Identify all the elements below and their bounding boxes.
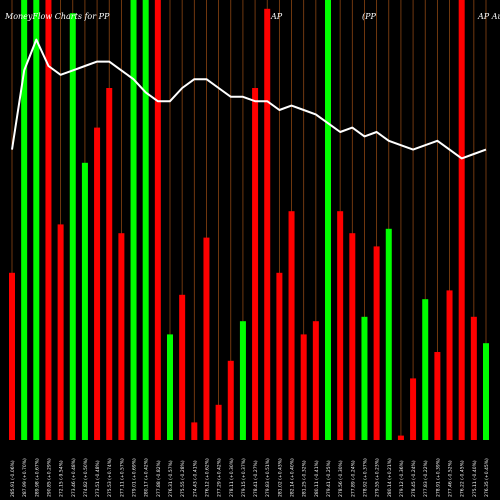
flow-bar: [179, 294, 186, 440]
x-tick-label: 278.56 (-0.30%): [338, 460, 344, 497]
x-tick-label: 276.22 (-0.45%): [460, 460, 466, 497]
x-tick-label: 281.25 (-0.32%): [302, 460, 308, 497]
flow-bar: [264, 8, 271, 441]
x-tick-label: 273.46 (+0.48%): [71, 458, 77, 497]
x-tick-label: 290.85 (+0.29%): [46, 458, 52, 497]
x-tick-label: 287.99 (+0.70%): [22, 458, 28, 497]
flow-bar: [434, 352, 441, 440]
x-tick-label: 285.91 (-0.06%): [10, 460, 16, 497]
x-tick-label: 280.17 (+0.42%): [144, 458, 150, 497]
title-part-3: (PP: [362, 12, 377, 21]
flow-bar: [203, 237, 210, 440]
x-tick-label: 278.45 (-0.24%): [411, 460, 417, 497]
flow-bar: [9, 272, 15, 440]
flow-bar: [349, 233, 356, 440]
flow-bar: [337, 211, 344, 440]
flow-bar: [167, 334, 173, 440]
x-tick-label: 278.92 (+0.37%): [362, 458, 368, 497]
x-tick-label: 272.15 (-9.54%): [59, 460, 65, 497]
title-part-1: MoneyFlow Charts for PP: [4, 12, 110, 21]
x-tick-label: 277.46 (-0.52%): [448, 460, 454, 497]
flow-bar: [288, 211, 295, 440]
flow-bar: [215, 404, 222, 440]
x-tick-label: 280.11 (-0.41%): [314, 460, 320, 497]
x-tick-label: 277.89 (-0.24%): [350, 460, 356, 497]
x-tick-label: 279.55 (+0.23%): [375, 458, 381, 497]
x-tick-label: 276.31 (-0.57%): [168, 460, 174, 497]
flow-bar: [191, 422, 198, 440]
x-tick-label: 276.12 (+0.62%): [204, 458, 210, 497]
flow-bar: [94, 127, 101, 440]
x-tick-label: 279.01 (+0.69%): [132, 458, 138, 497]
x-tick-label: 278.41 (-0.27%): [253, 460, 259, 497]
flow-bar: [397, 435, 404, 440]
flow-bar: [69, 13, 76, 440]
x-tick-labels: 285.91 (-0.06%) 287.99 (+0.70%) 289.98 (+0…: [10, 458, 490, 497]
money-flow-line: [11, 38, 487, 160]
flow-bar: [106, 88, 113, 440]
x-tick-label: 277.83 (-0.22%): [423, 460, 429, 497]
x-tick-label: 277.11 (+0.57%): [119, 458, 125, 497]
x-tick-label: 274.82 (+0.50%): [83, 458, 89, 497]
x-tick-label: 273.51 (-0.48%): [95, 460, 101, 497]
x-tick-label: 279.41 (-0.25%): [326, 460, 332, 497]
flow-bar: [118, 233, 125, 440]
x-tick-label: 279.12 (-0.36%): [399, 460, 405, 497]
flow-bar: [300, 334, 307, 440]
x-tick-label: 277.29 (+0.42%): [217, 458, 223, 497]
title-part-4: AP Au: [477, 12, 500, 21]
x-tick-label: 275.53 (+0.74%): [107, 458, 113, 497]
x-tick-label: 278.91 (+0.39%): [435, 458, 441, 497]
flow-bar: [312, 321, 319, 440]
x-tick-label: 282.14 (+0.40%): [290, 458, 296, 497]
x-tick-label: 279.83 (+0.51%): [265, 458, 271, 497]
flow-bar: [81, 162, 88, 441]
x-tick-label: 280.14 (+0.21%): [387, 458, 393, 497]
x-tick-label: 275.11 (-0.40%): [472, 460, 478, 497]
x-tick-label: 274.43 (-0.41%): [192, 460, 198, 497]
flow-bar: [252, 88, 259, 440]
x-tick-label: 289.98 (+0.67%): [34, 458, 40, 497]
title-part-2: AP: [270, 12, 283, 21]
flow-bar: [227, 360, 234, 440]
flow-bar: [142, 0, 149, 440]
flow-bar: [239, 321, 246, 440]
flow-bar: [21, 0, 28, 440]
flow-bar: [458, 0, 465, 440]
flow-bar: [57, 224, 64, 440]
x-tick-label: 279.15 (+0.37%): [241, 458, 247, 497]
x-tick-label: 281.02 (+0.43%): [277, 458, 283, 497]
flow-bar: [410, 378, 417, 440]
flow-bar: [446, 290, 453, 440]
chart-title: MoneyFlow Charts for PP AP (PP AP Au: [4, 12, 500, 21]
flow-bar: [154, 0, 161, 440]
x-tick-label: 275.55 (-0.28%): [180, 460, 186, 497]
bars: [9, 0, 489, 441]
flow-bar: [45, 0, 52, 440]
x-tick-label: 277.88 (-0.82%): [156, 460, 162, 497]
x-tick-label: 276.35 (+0.45%): [484, 458, 490, 497]
flow-bar: [470, 316, 477, 440]
flow-bar: [422, 299, 429, 440]
flow-bar: [325, 0, 331, 440]
flow-bar: [33, 0, 40, 440]
x-tick-label: 278.11 (+0.30%): [229, 458, 235, 497]
flow-bar: [361, 316, 368, 440]
flow-bar: [373, 246, 380, 440]
flow-bar: [130, 0, 137, 440]
line-layer: [11, 38, 487, 160]
flow-bar: [276, 272, 283, 440]
flow-bar: [483, 343, 489, 440]
flow-bar: [385, 228, 392, 440]
